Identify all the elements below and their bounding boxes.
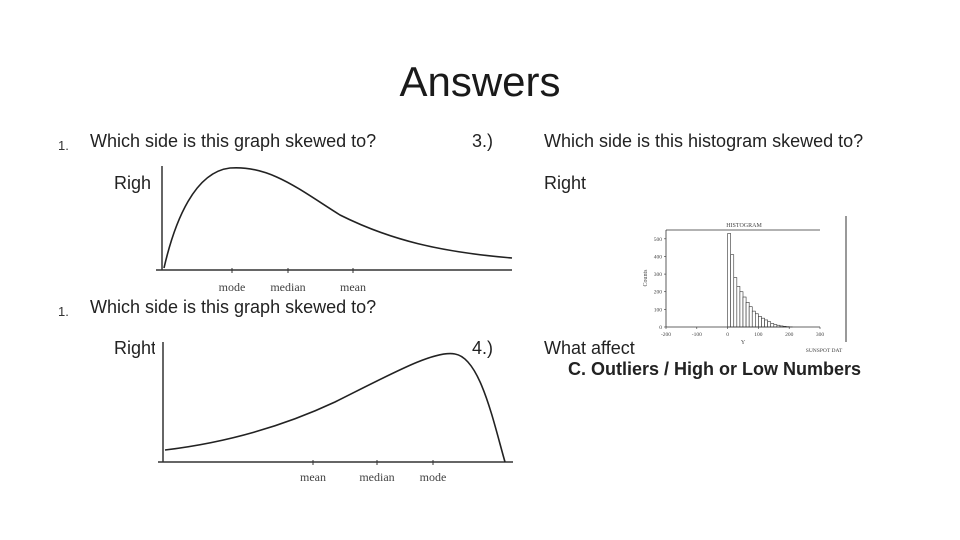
q2-number: 1. bbox=[58, 304, 69, 319]
label-mean: mean bbox=[340, 280, 366, 294]
histogram-bar bbox=[745, 302, 750, 328]
x-tick-label: -100 bbox=[692, 332, 702, 338]
y-tick-label: 300 bbox=[654, 272, 663, 278]
x-tick-label: -200 bbox=[661, 332, 671, 338]
histogram-bar bbox=[739, 291, 744, 328]
histogram-bar bbox=[751, 310, 756, 328]
q3-answer: Right bbox=[544, 173, 587, 193]
histogram-bar bbox=[727, 233, 731, 328]
skew-curve-figure-2: mean median mode bbox=[155, 340, 520, 490]
histogram-bar bbox=[758, 316, 762, 328]
q1-question: Which side is this graph skewed to? bbox=[90, 131, 377, 151]
histogram-ylabel: Counts bbox=[643, 269, 649, 287]
q4-number: 4.) bbox=[472, 338, 494, 358]
histogram-bar bbox=[730, 254, 735, 328]
q3-number: 3.) bbox=[472, 131, 494, 151]
x-ticks: -200 -100 0 100 200 300 bbox=[661, 327, 824, 338]
q3-question: Which side is this histogram skewed to? bbox=[544, 131, 864, 151]
histogram-bar bbox=[761, 317, 765, 328]
histogram-bar bbox=[767, 321, 772, 328]
q4-question: What affect bbox=[544, 338, 635, 358]
histogram-bar bbox=[742, 296, 747, 328]
skew-curve-figure-1: mode median mean bbox=[150, 160, 520, 295]
histogram-bar bbox=[736, 286, 741, 328]
q1-number: 1. bbox=[58, 138, 69, 153]
histogram-bar bbox=[764, 319, 768, 328]
histogram-bar bbox=[755, 313, 759, 328]
histogram-bars bbox=[727, 233, 793, 328]
histogram-bar bbox=[748, 306, 753, 328]
q4-answer: C. Outliers / High or Low Numbers bbox=[568, 359, 862, 379]
distribution-curve bbox=[164, 352, 506, 463]
histogram-title: HISTOGRAM bbox=[726, 223, 762, 229]
distribution-curve bbox=[163, 167, 513, 269]
label-mean: mean bbox=[300, 470, 326, 484]
y-tick-label: 200 bbox=[654, 290, 663, 296]
q2-answer: Right bbox=[114, 338, 157, 358]
y-tick-label: 100 bbox=[654, 307, 663, 313]
x-tick-label: 100 bbox=[754, 332, 763, 338]
y-tick-label: 500 bbox=[654, 237, 663, 243]
label-median: median bbox=[359, 470, 394, 484]
histogram-footer: SUNSPOT DAT bbox=[806, 348, 843, 354]
histogram-figure: 500 400 300 200 100 0 -200 -100 0 100 200 300 HIST… bbox=[636, 216, 850, 356]
y-tick-label: 400 bbox=[654, 254, 663, 260]
histogram-xlabel: Y bbox=[741, 340, 746, 346]
label-mode: mode bbox=[420, 470, 447, 484]
label-median: median bbox=[270, 280, 305, 294]
x-tick-label: 200 bbox=[785, 332, 794, 338]
slide-title: Answers bbox=[399, 58, 561, 105]
y-tick-label: 0 bbox=[659, 325, 662, 331]
q2-question: Which side is this graph skewed to? bbox=[90, 297, 377, 317]
x-tick-label: 300 bbox=[816, 332, 825, 338]
y-ticks: 500 400 300 200 100 0 bbox=[654, 237, 666, 331]
x-tick-label: 0 bbox=[726, 332, 729, 338]
histogram-bar bbox=[770, 323, 775, 328]
label-mode: mode bbox=[219, 280, 246, 294]
q1-answer: Righ bbox=[114, 173, 152, 193]
histogram-bar bbox=[733, 277, 738, 328]
